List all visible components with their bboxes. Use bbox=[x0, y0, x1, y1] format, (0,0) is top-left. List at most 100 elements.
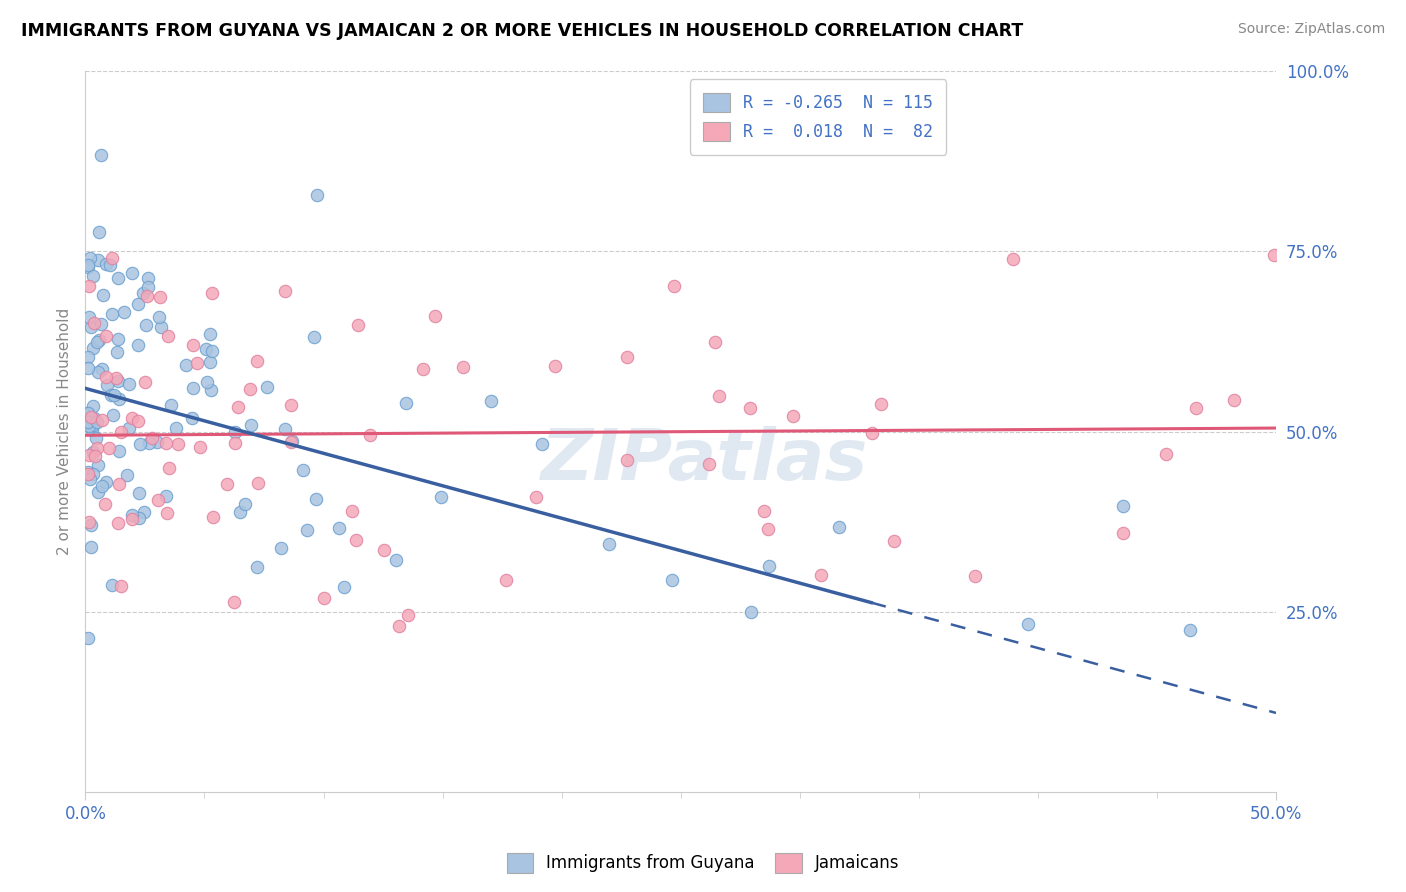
Point bbox=[101, 251, 124, 265]
Point bbox=[661, 574, 683, 588]
Point bbox=[118, 421, 141, 435]
Point bbox=[100, 388, 122, 402]
Point bbox=[135, 288, 157, 302]
Point bbox=[709, 389, 731, 403]
Point bbox=[76, 465, 98, 479]
Point bbox=[91, 362, 114, 376]
Point bbox=[148, 492, 170, 507]
Point bbox=[128, 510, 150, 524]
Point bbox=[883, 533, 905, 548]
Point bbox=[758, 522, 780, 536]
Point bbox=[94, 257, 117, 271]
Point bbox=[246, 476, 269, 491]
Point bbox=[76, 360, 98, 375]
Point bbox=[138, 270, 160, 285]
Point bbox=[86, 335, 108, 350]
Point bbox=[107, 332, 129, 346]
Point bbox=[703, 334, 725, 349]
Point bbox=[77, 260, 100, 275]
Point bbox=[342, 504, 364, 518]
Point bbox=[384, 553, 406, 567]
Point bbox=[80, 412, 103, 426]
Point bbox=[752, 504, 775, 518]
Point bbox=[82, 417, 104, 432]
Point bbox=[100, 307, 122, 321]
Text: ZIPatlas: ZIPatlas bbox=[541, 426, 869, 495]
Point bbox=[544, 359, 567, 374]
Point bbox=[423, 309, 446, 323]
Point bbox=[96, 377, 118, 392]
Point bbox=[138, 435, 160, 450]
Point bbox=[107, 516, 129, 530]
Point bbox=[359, 428, 381, 442]
Point bbox=[141, 431, 163, 445]
Point bbox=[160, 398, 183, 412]
Point bbox=[870, 397, 893, 411]
Point bbox=[107, 374, 129, 388]
Point bbox=[395, 396, 418, 410]
Point bbox=[1185, 401, 1208, 416]
Point bbox=[740, 605, 762, 619]
Point bbox=[134, 376, 156, 390]
Point bbox=[302, 330, 325, 344]
Point bbox=[76, 416, 98, 430]
Point bbox=[80, 320, 103, 334]
Point bbox=[86, 485, 108, 500]
Point bbox=[280, 398, 302, 412]
Point bbox=[90, 317, 112, 331]
Point bbox=[77, 516, 100, 530]
Point bbox=[165, 421, 187, 435]
Point bbox=[235, 497, 257, 511]
Point bbox=[76, 350, 98, 364]
Point bbox=[429, 490, 451, 504]
Point bbox=[860, 425, 883, 440]
Point bbox=[121, 266, 143, 280]
Point bbox=[82, 467, 104, 481]
Point bbox=[281, 434, 304, 448]
Point bbox=[86, 415, 108, 429]
Point bbox=[146, 435, 169, 450]
Point bbox=[104, 371, 127, 385]
Point bbox=[112, 305, 135, 319]
Point bbox=[758, 559, 780, 574]
Point bbox=[312, 591, 335, 605]
Point bbox=[810, 567, 832, 582]
Point bbox=[226, 401, 249, 415]
Point bbox=[1112, 499, 1135, 513]
Point bbox=[82, 399, 104, 413]
Point bbox=[149, 290, 172, 304]
Point bbox=[305, 492, 328, 507]
Point bbox=[291, 463, 314, 477]
Point bbox=[134, 505, 156, 519]
Point bbox=[118, 376, 141, 391]
Point bbox=[201, 343, 224, 358]
Text: Source: ZipAtlas.com: Source: ZipAtlas.com bbox=[1237, 22, 1385, 37]
Point bbox=[198, 354, 221, 368]
Point bbox=[79, 279, 101, 293]
Point bbox=[135, 318, 157, 333]
Y-axis label: 2 or more Vehicles in Household: 2 or more Vehicles in Household bbox=[58, 308, 72, 556]
Point bbox=[103, 409, 125, 423]
Point bbox=[598, 537, 620, 551]
Point bbox=[127, 297, 149, 311]
Point bbox=[1154, 446, 1177, 460]
Point bbox=[77, 418, 100, 433]
Point bbox=[83, 316, 105, 330]
Point bbox=[246, 354, 269, 368]
Point bbox=[77, 258, 100, 272]
Point bbox=[110, 579, 132, 593]
Point bbox=[157, 460, 180, 475]
Point bbox=[256, 380, 278, 394]
Point bbox=[215, 476, 238, 491]
Point bbox=[82, 269, 104, 284]
Point bbox=[295, 523, 318, 537]
Point bbox=[132, 285, 155, 300]
Point bbox=[181, 381, 204, 395]
Point bbox=[87, 365, 110, 379]
Point bbox=[136, 279, 159, 293]
Point bbox=[201, 286, 224, 301]
Point bbox=[107, 345, 129, 359]
Point bbox=[1001, 252, 1024, 266]
Point bbox=[188, 440, 211, 454]
Point bbox=[697, 458, 720, 472]
